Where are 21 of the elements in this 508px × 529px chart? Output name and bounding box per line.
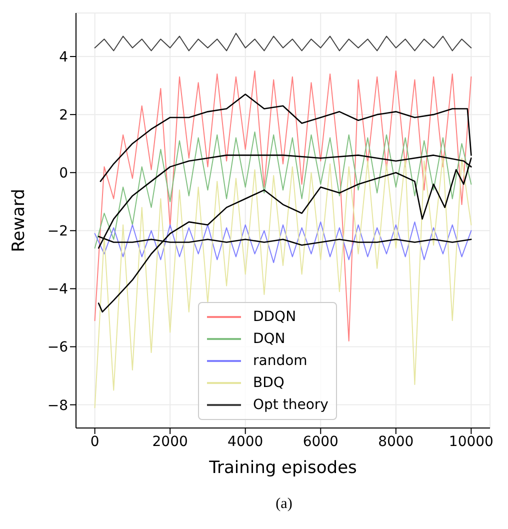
y-tick-label: 4 [59, 50, 68, 66]
x-tick-label: 10000 [448, 434, 494, 450]
text: (a) [274, 496, 294, 513]
x-tick-label: 6000 [302, 434, 338, 450]
legend-label: DQN [253, 331, 286, 347]
y-tick-label: 0 [59, 166, 68, 182]
x-axis-title: Training episodes [208, 458, 358, 478]
legend-label: random [253, 353, 308, 369]
x-tick-label: 4000 [228, 434, 264, 450]
y-tick-label: 2 [59, 108, 68, 124]
y-tick-label: −8 [47, 398, 68, 414]
y-tick-label: −2 [47, 224, 68, 240]
y-axis-title: Reward [9, 188, 30, 252]
x-tick-label: 8000 [378, 434, 414, 450]
y-tick-label: −6 [47, 340, 68, 356]
legend-label: Opt theory [253, 397, 328, 413]
y-tick-label: −4 [47, 282, 68, 298]
legend-label: DDQN [253, 309, 296, 325]
legend-label: BDQ [253, 375, 284, 391]
x-tick-label: 2000 [152, 434, 188, 450]
x-tick-label: 0 [90, 434, 100, 450]
